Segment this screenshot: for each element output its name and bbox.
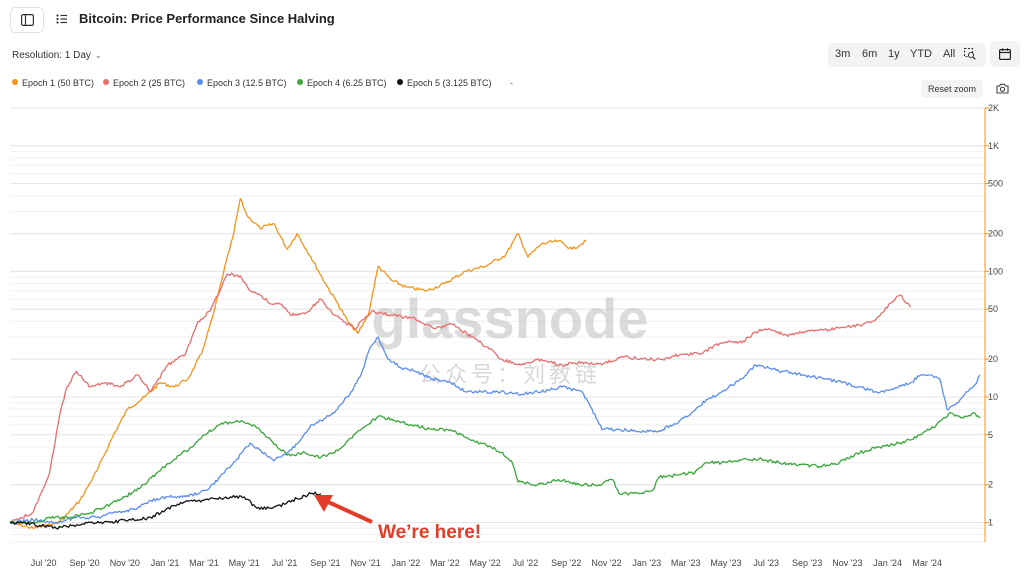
x-axis-ticks: Jul '20 Sep '20 Nov '20 Jan '21 Mar '21 May '… xyxy=(31,558,942,568)
series-line-epoch-3 xyxy=(9,336,981,525)
chevron-down-icon: ⌄ xyxy=(94,51,102,60)
legend-dot xyxy=(397,79,403,85)
y-tick-label: 100 xyxy=(988,266,1003,276)
watermark-brand: glassnode xyxy=(372,287,649,350)
y-tick-label: 5 xyxy=(988,430,993,440)
range-ytd-button[interactable]: YTD xyxy=(910,48,932,60)
annotation-text: We’re here! xyxy=(378,522,481,543)
y-tick-label: 2 xyxy=(988,480,993,490)
series-line-epoch-4 xyxy=(9,412,981,525)
x-tick-label: Jul '21 xyxy=(272,558,298,568)
annotation-arrow xyxy=(325,499,373,524)
y-tick-label: 50 xyxy=(988,304,998,314)
x-tick-label: Jan '24 xyxy=(873,558,902,568)
watermark-sub: 公众号：刘教链 xyxy=(419,362,601,387)
legend-dot xyxy=(12,79,18,85)
x-tick-label: Sep '21 xyxy=(310,558,340,568)
series-line-epoch-5 xyxy=(9,491,322,530)
legend-dot xyxy=(297,79,303,85)
x-tick-label: Mar '22 xyxy=(430,558,460,568)
legend-dot xyxy=(103,79,109,85)
sidebar-toggle-button[interactable] xyxy=(10,7,44,33)
legend-label: Epoch 2 (25 BTC) xyxy=(113,78,186,88)
x-tick-label: Jan '22 xyxy=(392,558,421,568)
legend-label: Epoch 4 (6.25 BTC) xyxy=(307,78,387,88)
series-line-epoch-2 xyxy=(9,272,912,524)
series-line-epoch-1 xyxy=(9,197,587,529)
y-tick-label: 10 xyxy=(988,392,998,402)
x-tick-label: Jul '22 xyxy=(512,558,538,568)
legend-dot xyxy=(197,79,203,85)
resolution-label: Resolution: 1 Day xyxy=(12,50,91,61)
y-tick-label: 500 xyxy=(988,179,1003,189)
range-selector: 3m 6m 1y YTD All xyxy=(828,43,986,67)
x-tick-label: Jan '21 xyxy=(151,558,180,568)
chart-area: glassnode 公众号：刘教链 1 2 5 10 20 50 100 200 500 1K 2K… xyxy=(9,103,1003,568)
series-layer xyxy=(9,197,981,530)
range-all-button[interactable]: All xyxy=(943,48,956,60)
camera-icon[interactable] xyxy=(996,83,1009,94)
y-tick-label: 20 xyxy=(988,354,998,364)
x-tick-label: May '22 xyxy=(469,558,500,568)
y-tick-label: 2K xyxy=(988,103,999,113)
x-tick-label: Jan '23 xyxy=(632,558,661,568)
y-tick-label: 200 xyxy=(988,229,1003,239)
x-tick-label: Nov '23 xyxy=(832,558,862,568)
page-title: Bitcoin: Price Performance Since Halving xyxy=(79,11,335,26)
resolution-dropdown[interactable]: Resolution: 1 Day ⌄ xyxy=(12,50,102,61)
calendar-button[interactable] xyxy=(990,41,1020,67)
x-tick-label: May '23 xyxy=(710,558,741,568)
x-tick-label: Sep '23 xyxy=(792,558,822,568)
y-tick-label: 1K xyxy=(988,141,999,151)
zoom-select-icon[interactable] xyxy=(964,48,976,60)
x-tick-label: Sep '22 xyxy=(551,558,581,568)
range-1y-button[interactable]: 1y xyxy=(888,48,900,60)
x-tick-label: Mar '21 xyxy=(189,558,219,568)
legend-label: Epoch 3 (12.5 BTC) xyxy=(207,78,287,88)
annotation-arrowhead xyxy=(314,495,333,512)
x-tick-label: Jul '20 xyxy=(31,558,57,568)
annotation: We’re here! xyxy=(314,495,481,543)
watermark: glassnode 公众号：刘教链 xyxy=(372,287,649,387)
header-bar: Bitcoin: Price Performance Since Halving xyxy=(0,0,1024,40)
x-tick-label: Mar '24 xyxy=(912,558,942,568)
legend-item-epoch-2[interactable]: Epoch 2 (25 BTC) xyxy=(103,78,185,88)
x-tick-label: Mar '23 xyxy=(671,558,701,568)
list-icon[interactable] xyxy=(56,13,68,25)
x-tick-label: Nov '20 xyxy=(110,558,140,568)
sidebar-icon xyxy=(21,14,34,26)
legend-label: Epoch 5 (3.125 BTC) xyxy=(407,78,492,88)
x-tick-label: Sep '20 xyxy=(69,558,99,568)
legend-item-epoch-5[interactable]: Epoch 5 (3.125 BTC) xyxy=(397,78,492,88)
reset-zoom-button[interactable]: Reset zoom xyxy=(921,80,983,98)
legend-label: Epoch 1 (50 BTC) xyxy=(22,78,95,88)
legend-item-epoch-3[interactable]: Epoch 3 (12.5 BTC) xyxy=(197,78,287,88)
range-6m-button[interactable]: 6m xyxy=(862,48,878,60)
x-tick-label: Nov '21 xyxy=(351,558,381,568)
legend-separator: - xyxy=(510,78,513,88)
chart-grid xyxy=(10,107,985,543)
y-tick-label: 1 xyxy=(988,518,993,528)
x-tick-label: Nov '22 xyxy=(591,558,621,568)
range-3m-button[interactable]: 3m xyxy=(835,48,851,60)
x-tick-label: Jul '23 xyxy=(753,558,779,568)
legend-item-epoch-4[interactable]: Epoch 4 (6.25 BTC) xyxy=(297,78,387,88)
x-tick-label: May '21 xyxy=(229,558,260,568)
calendar-icon xyxy=(999,48,1011,60)
legend-item-epoch-1[interactable]: Epoch 1 (50 BTC) xyxy=(12,78,94,88)
y-axis-ticks: 1 2 5 10 20 50 100 200 500 1K 2K xyxy=(985,103,1003,528)
